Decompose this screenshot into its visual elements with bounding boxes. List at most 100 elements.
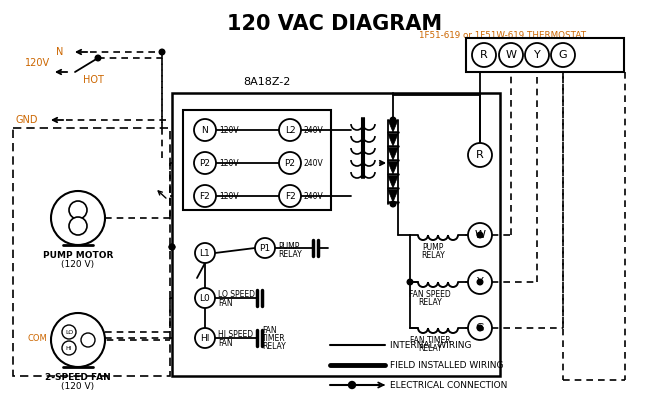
Circle shape — [51, 313, 105, 367]
Text: P2: P2 — [200, 158, 210, 168]
Circle shape — [170, 244, 175, 250]
Circle shape — [407, 279, 413, 285]
Circle shape — [195, 288, 215, 308]
Text: Y: Y — [476, 277, 483, 287]
Text: PUMP MOTOR: PUMP MOTOR — [43, 251, 113, 260]
Circle shape — [194, 185, 216, 207]
Polygon shape — [388, 190, 398, 202]
Circle shape — [477, 325, 483, 331]
Circle shape — [62, 325, 76, 339]
Text: L2: L2 — [285, 126, 295, 134]
Text: F2: F2 — [285, 191, 295, 201]
Text: 1F51-619 or 1F51W-619 THERMOSTAT: 1F51-619 or 1F51W-619 THERMOSTAT — [419, 31, 586, 40]
Text: FAN SPEED: FAN SPEED — [409, 290, 451, 299]
Text: FAN: FAN — [262, 326, 277, 334]
Text: G: G — [559, 50, 567, 60]
Text: 240V: 240V — [304, 126, 324, 134]
Text: RELAY: RELAY — [418, 298, 442, 307]
Text: INTERNAL WIRING: INTERNAL WIRING — [390, 341, 472, 349]
Text: 120V: 120V — [219, 191, 239, 201]
Text: L0: L0 — [200, 293, 210, 303]
Text: N: N — [202, 126, 208, 134]
Text: 2-SPEED FAN: 2-SPEED FAN — [45, 373, 111, 382]
Circle shape — [69, 201, 87, 219]
Text: HOT: HOT — [83, 75, 104, 85]
Text: 240V: 240V — [304, 158, 324, 168]
Text: PUMP: PUMP — [422, 243, 444, 252]
Text: Y: Y — [533, 50, 541, 60]
Text: F2: F2 — [200, 191, 210, 201]
Text: RELAY: RELAY — [421, 251, 445, 260]
Circle shape — [255, 238, 275, 258]
Circle shape — [551, 43, 575, 67]
Circle shape — [390, 117, 396, 123]
Polygon shape — [388, 134, 398, 146]
Circle shape — [279, 152, 301, 174]
Text: (120 V): (120 V) — [62, 260, 94, 269]
Text: FAN TIMER: FAN TIMER — [409, 336, 450, 345]
Text: TIMER: TIMER — [262, 334, 285, 342]
Circle shape — [51, 191, 105, 245]
Text: 120V: 120V — [25, 58, 50, 68]
Text: GND: GND — [15, 115, 38, 125]
Text: W: W — [474, 230, 486, 240]
Circle shape — [194, 152, 216, 174]
Polygon shape — [388, 120, 398, 132]
Circle shape — [477, 279, 483, 285]
Circle shape — [81, 333, 95, 347]
Text: P2: P2 — [285, 158, 295, 168]
Text: RELAY: RELAY — [278, 249, 302, 259]
Text: HI SPEED: HI SPEED — [218, 329, 253, 339]
Circle shape — [468, 270, 492, 294]
Circle shape — [279, 185, 301, 207]
Text: FAN: FAN — [218, 298, 232, 308]
Polygon shape — [388, 162, 398, 174]
Text: FAN: FAN — [218, 339, 232, 347]
Text: 8A18Z-2: 8A18Z-2 — [243, 77, 291, 87]
Text: L1: L1 — [200, 248, 210, 258]
Circle shape — [62, 341, 76, 355]
Text: N: N — [56, 47, 64, 57]
Bar — [13, 128, 170, 376]
Text: G: G — [476, 323, 484, 333]
Circle shape — [468, 223, 492, 247]
Circle shape — [477, 232, 483, 238]
Text: 120V: 120V — [219, 126, 239, 134]
Text: W: W — [505, 50, 517, 60]
Bar — [466, 38, 624, 72]
Circle shape — [195, 243, 215, 263]
Circle shape — [468, 143, 492, 167]
Text: COM: COM — [27, 334, 47, 342]
Circle shape — [194, 119, 216, 141]
Text: 240V: 240V — [304, 191, 324, 201]
Circle shape — [95, 55, 100, 61]
Text: HI: HI — [66, 346, 72, 351]
Text: RELAY: RELAY — [262, 341, 285, 351]
Circle shape — [279, 119, 301, 141]
Text: ELECTRICAL CONNECTION: ELECTRICAL CONNECTION — [390, 380, 507, 390]
Bar — [172, 93, 500, 376]
Text: R: R — [476, 150, 484, 160]
Text: LO: LO — [65, 329, 73, 334]
Text: LO SPEED: LO SPEED — [218, 290, 255, 298]
Text: FIELD INSTALLED WIRING: FIELD INSTALLED WIRING — [390, 360, 503, 370]
Text: RELAY: RELAY — [418, 344, 442, 353]
Text: 120V: 120V — [219, 158, 239, 168]
Polygon shape — [388, 176, 398, 188]
Text: P1: P1 — [259, 243, 271, 253]
Circle shape — [468, 316, 492, 340]
Circle shape — [499, 43, 523, 67]
Bar — [183, 110, 331, 210]
Circle shape — [390, 201, 396, 207]
Text: HI: HI — [200, 334, 210, 342]
Circle shape — [69, 217, 87, 235]
Circle shape — [525, 43, 549, 67]
Text: R: R — [480, 50, 488, 60]
Circle shape — [170, 244, 175, 250]
Circle shape — [348, 382, 356, 388]
Text: (120 V): (120 V) — [62, 382, 94, 391]
Text: 120 VAC DIAGRAM: 120 VAC DIAGRAM — [227, 14, 443, 34]
Circle shape — [472, 43, 496, 67]
Text: PUMP: PUMP — [278, 241, 299, 251]
Circle shape — [159, 49, 165, 55]
